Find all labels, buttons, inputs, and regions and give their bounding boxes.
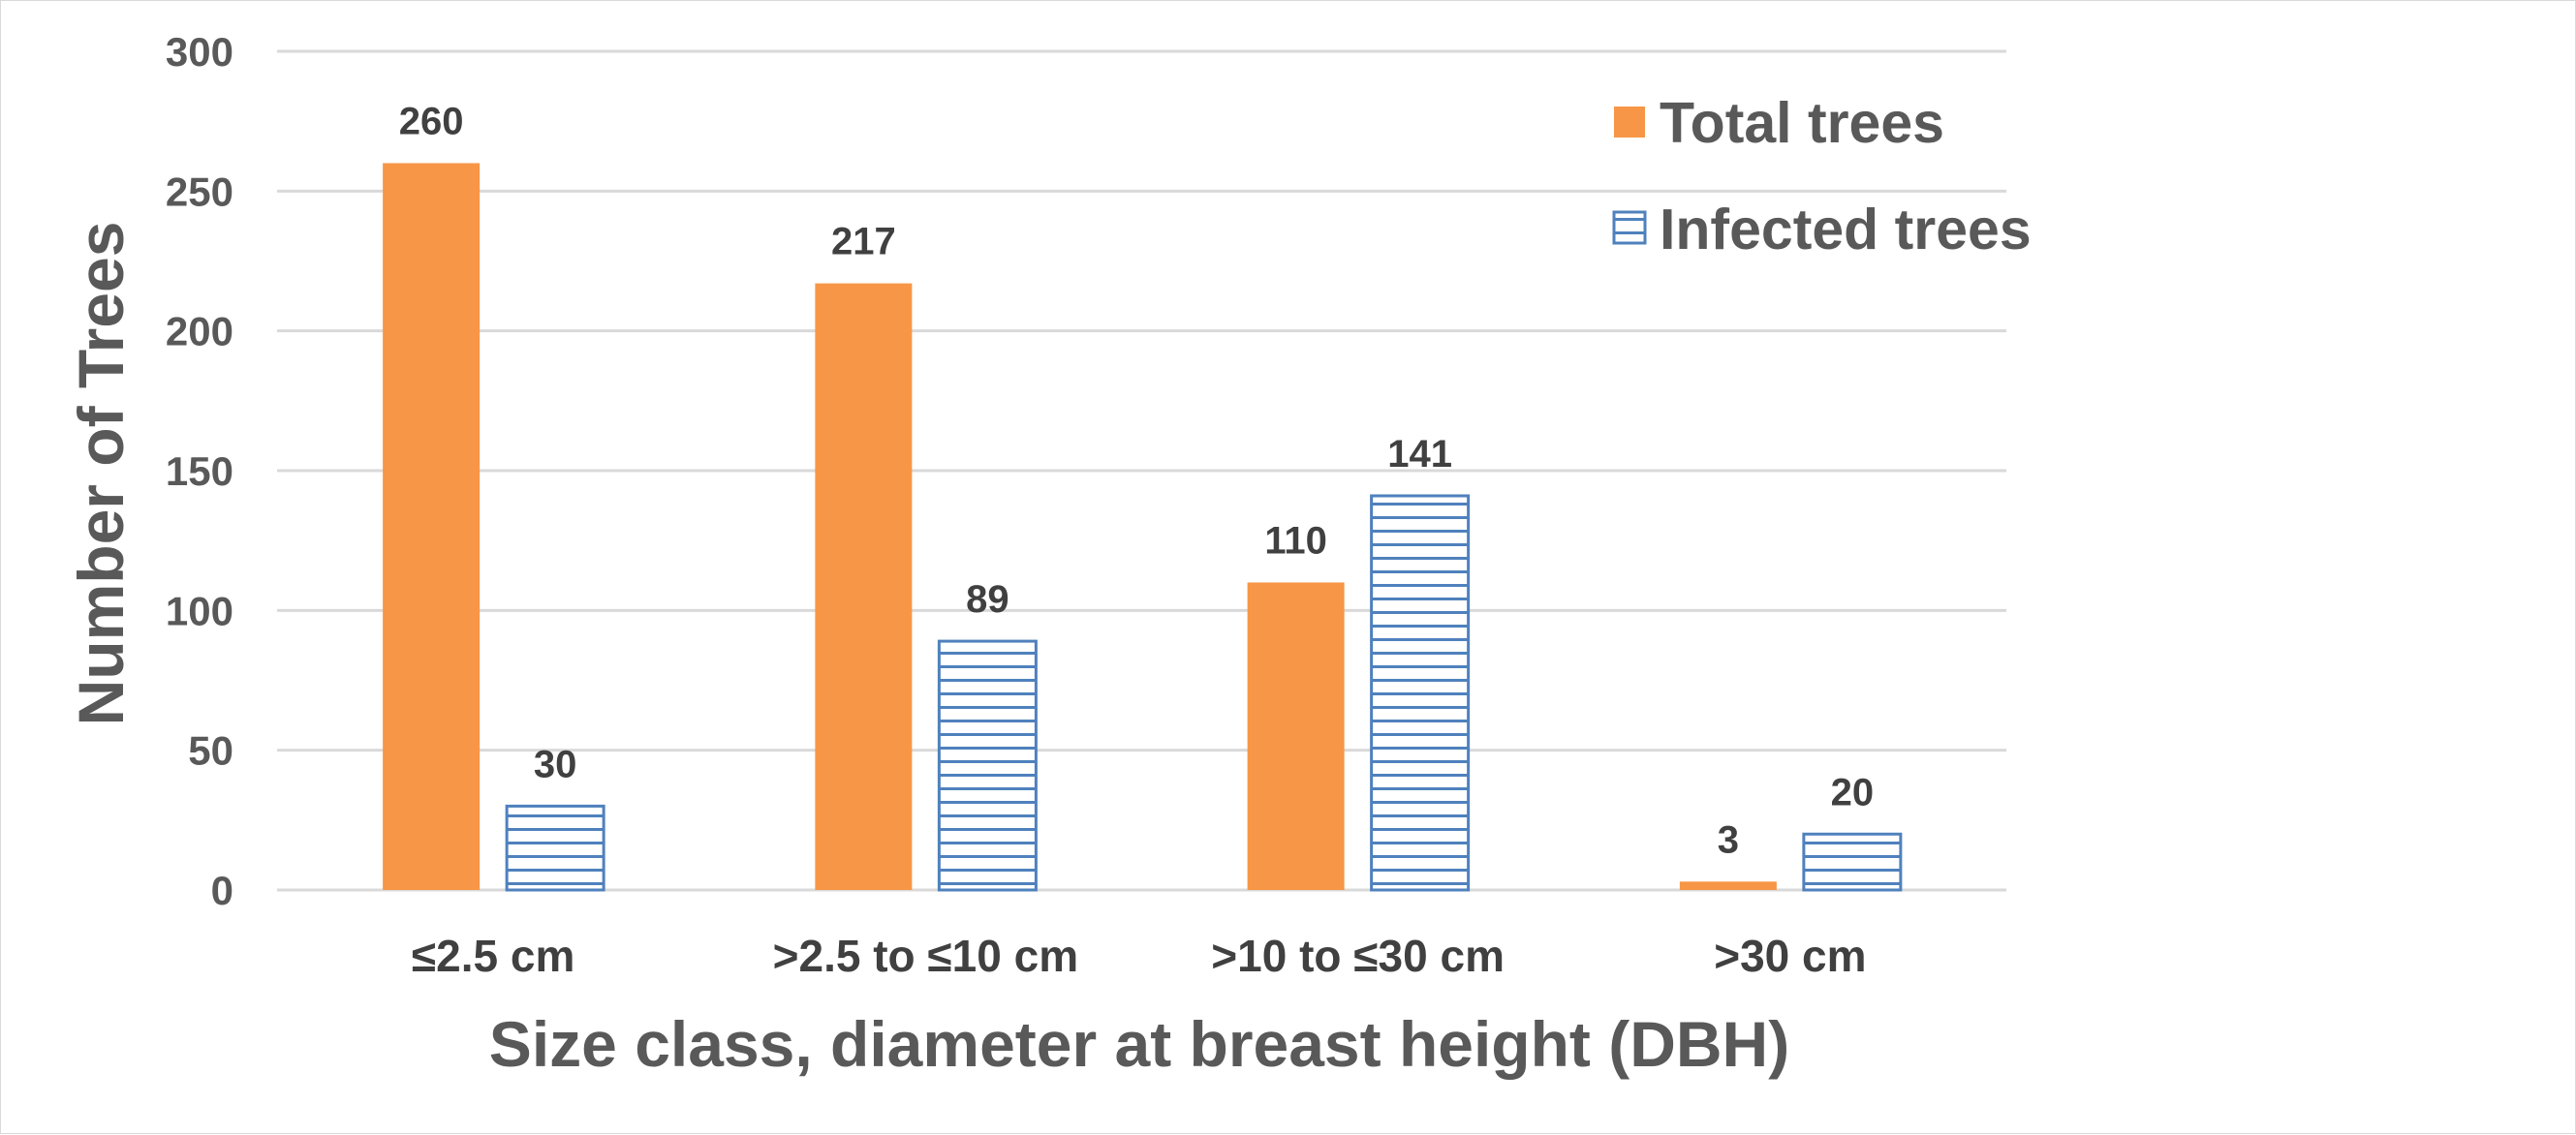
data-label-total-trees: 260 bbox=[399, 100, 464, 142]
x-category-label: >10 to ≤30 cm bbox=[1211, 931, 1505, 981]
data-label-infected-trees: 141 bbox=[1387, 433, 1452, 475]
legend: Total trees Infected trees bbox=[1612, 91, 2032, 261]
data-label-total-trees: 217 bbox=[831, 221, 896, 263]
data-label-infected-trees: 30 bbox=[534, 743, 577, 785]
y-tick-label: 200 bbox=[166, 309, 233, 354]
data-label-total-trees: 110 bbox=[1264, 519, 1327, 562]
y-axis-ticks: 0 50 100 150 200 250 300 bbox=[166, 29, 233, 913]
legend-swatch-total-trees bbox=[1614, 107, 1645, 138]
bar-total-trees-3 bbox=[1247, 582, 1345, 890]
x-category-label: ≤2.5 cm bbox=[412, 931, 574, 981]
gridlines bbox=[277, 49, 2006, 892]
x-axis-title: Size class, diameter at breast height (D… bbox=[489, 1008, 1789, 1080]
y-axis-title: Number of Trees bbox=[65, 222, 137, 726]
legend-label-infected-trees: Infected trees bbox=[1660, 198, 2032, 261]
bar-total-trees-2 bbox=[815, 283, 913, 890]
bars bbox=[383, 163, 1903, 892]
bar-infected-trees-4 bbox=[1802, 832, 1903, 892]
bar-total-trees-4 bbox=[1679, 881, 1777, 890]
bar-infected-trees-3 bbox=[1370, 494, 1471, 892]
y-tick-label: 150 bbox=[166, 448, 233, 494]
y-tick-label: 50 bbox=[188, 728, 233, 774]
data-labels: 260 30 217 89 110 141 3 20 bbox=[399, 100, 1874, 861]
x-axis-categories: ≤2.5 cm >2.5 to ≤10 cm >10 to ≤30 cm >30 cm bbox=[412, 931, 1867, 981]
data-label-infected-trees: 89 bbox=[966, 578, 1009, 621]
y-tick-label: 300 bbox=[166, 29, 233, 75]
bar-infected-trees-2 bbox=[937, 639, 1038, 892]
data-label-infected-trees: 20 bbox=[1831, 771, 1875, 813]
legend-swatch-infected-trees bbox=[1612, 210, 1647, 245]
bar-infected-trees-1 bbox=[505, 804, 605, 892]
x-category-label: >2.5 to ≤10 cm bbox=[773, 931, 1078, 981]
bar-total-trees-1 bbox=[383, 163, 481, 890]
data-label-total-trees: 3 bbox=[1718, 818, 1739, 861]
y-tick-label: 0 bbox=[211, 868, 233, 913]
y-tick-label: 100 bbox=[166, 588, 233, 633]
y-tick-label: 250 bbox=[166, 169, 233, 214]
legend-label-total-trees: Total trees bbox=[1660, 91, 1944, 155]
x-category-label: >30 cm bbox=[1714, 931, 1866, 981]
